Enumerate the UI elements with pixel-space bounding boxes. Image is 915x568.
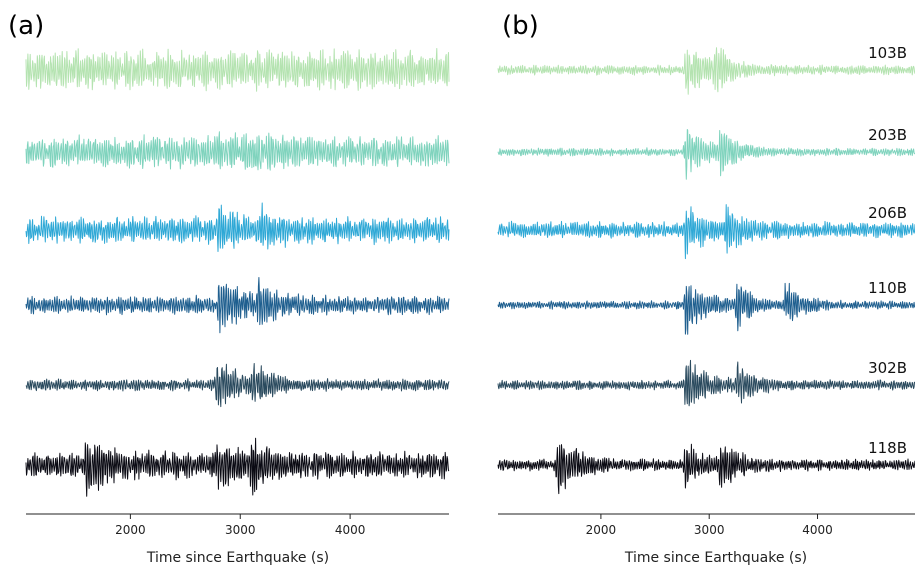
station-label-103B: 103B [868,44,907,62]
trace-b-3 [497,204,915,260]
x-ticks-a: 2000 3000 4000 [115,514,365,537]
panel-a: (a) 2000 3000 4000 Time since Earthquake (… [8,11,450,566]
x-tick-label-4000: 4000 [335,523,366,537]
x-tick-label-3000: 3000 [694,523,725,537]
station-label-110B: 110B [868,279,907,297]
traces-b [497,47,915,495]
station-label-206B: 206B [868,204,907,222]
station-label-118B: 118B [868,439,907,457]
trace-a-4 [25,277,450,334]
x-axis-title-a: Time since Earthquake (s) [146,550,329,566]
trace-b-1 [497,47,915,95]
x-tick-label-2000: 2000 [586,523,617,537]
x-ticks-b: 2000 3000 4000 [586,514,833,537]
trace-b-4 [497,282,915,335]
station-labels-b: 103B 203B 206B 110B 302B 118B [868,44,907,457]
traces-a [25,48,450,497]
trace-a-3 [25,202,450,252]
trace-a-2 [25,131,450,171]
trace-a-6 [25,437,450,497]
trace-b-5 [497,359,915,407]
panel-a-letter: (a) [8,11,44,41]
trace-a-5 [25,363,450,408]
trace-a-1 [25,48,450,92]
station-label-203B: 203B [868,126,907,144]
station-label-302B: 302B [868,359,907,377]
x-tick-label-3000: 3000 [225,523,256,537]
panel-b: (b) 103B 203B 206B 110B 302B 118B 2000 3000 400… [497,11,915,566]
x-tick-label-4000: 4000 [802,523,833,537]
x-axis-title-b: Time since Earthquake (s) [624,550,807,566]
x-tick-label-2000: 2000 [115,523,146,537]
trace-b-2 [497,129,915,180]
trace-b-6 [497,443,915,495]
panel-b-letter: (b) [502,11,539,41]
